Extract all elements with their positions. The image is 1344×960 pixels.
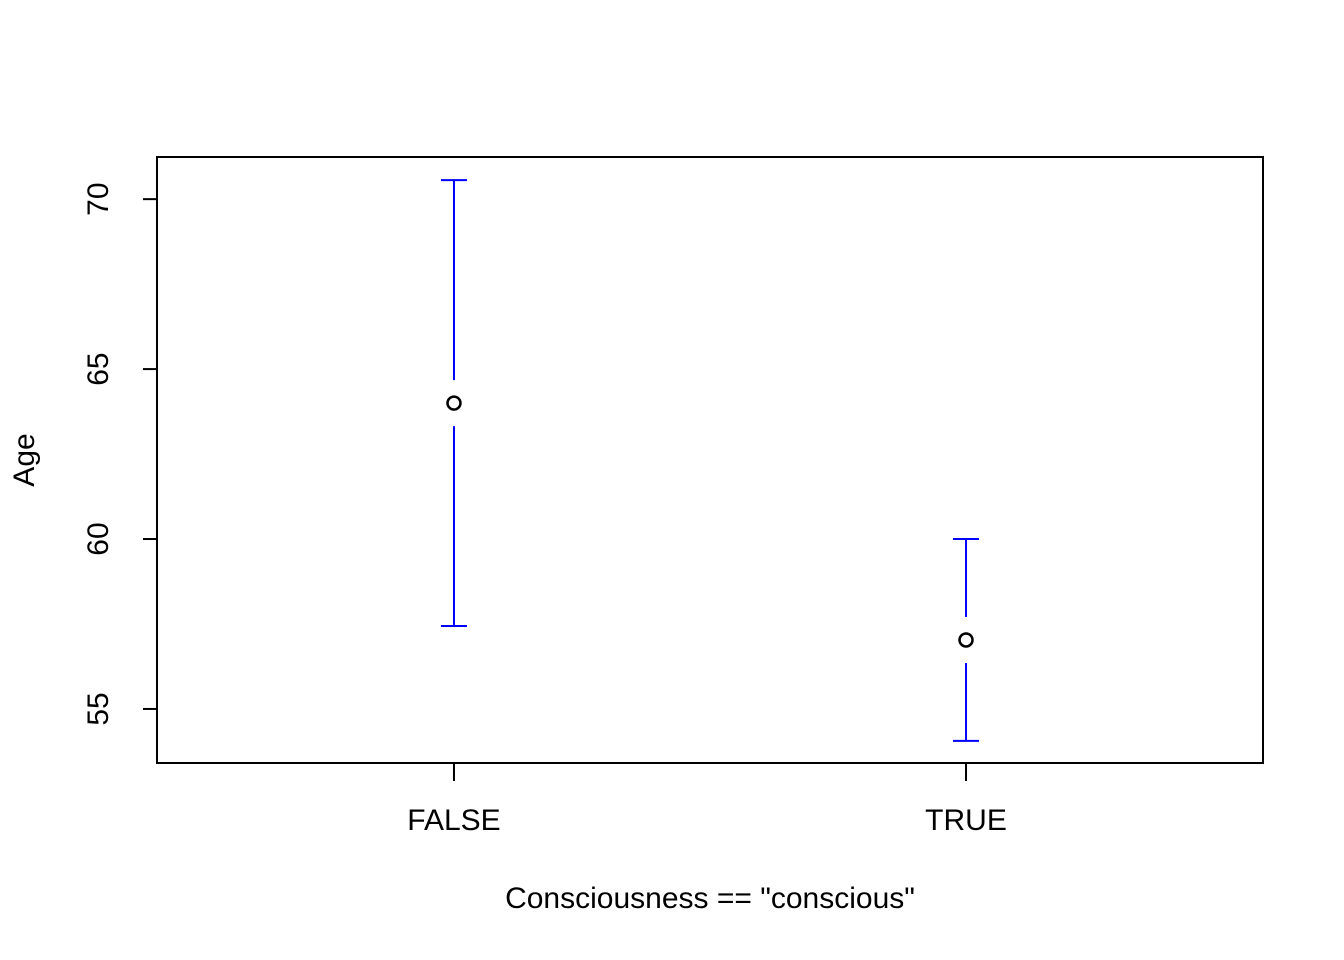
y-axis-label: Age: [8, 433, 41, 486]
x-axis-label: Consciousness == "conscious": [505, 882, 915, 915]
x-tick-label: FALSE: [407, 804, 500, 837]
x-tick-label: TRUE: [925, 804, 1007, 837]
y-tick-label: 70: [82, 182, 115, 215]
plot-frame: [156, 156, 1264, 764]
mean-point: [446, 395, 462, 411]
y-tick-label: 55: [82, 692, 115, 725]
y-tick-label: 60: [82, 522, 115, 555]
y-tick-label: 65: [82, 352, 115, 385]
mean-point: [958, 632, 974, 648]
